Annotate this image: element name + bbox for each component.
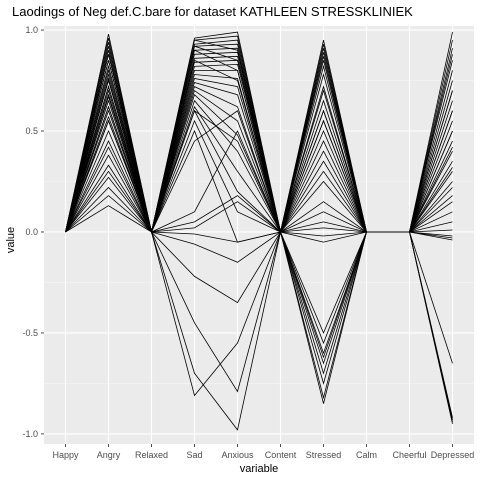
- x-tick-label: Sad: [186, 450, 202, 460]
- y-tick-label: -0.5: [22, 328, 38, 338]
- chart-title: Laodings of Neg def.C.bare for dataset K…: [12, 4, 413, 19]
- plot-panel: [44, 26, 474, 444]
- y-tick-label: -1.0: [22, 429, 38, 439]
- x-tick-label: Content: [265, 450, 297, 460]
- x-axis-label: variable: [240, 463, 279, 475]
- y-axis-label: value: [5, 227, 17, 253]
- y-tick-label: 1.0: [25, 25, 38, 35]
- x-axis: Happy Angry Relaxed Sad Anxious Content Stress…: [52, 444, 474, 460]
- x-tick-label: Anxious: [221, 450, 254, 460]
- x-tick-label: Angry: [97, 450, 121, 460]
- x-tick-label: Happy: [52, 450, 79, 460]
- x-tick-label: Depressed: [431, 450, 475, 460]
- series-lines: [65, 31, 453, 431]
- y-axis: 1.0 0.5 0.0 -0.5 -1.0: [22, 25, 44, 439]
- y-tick-label: 0.5: [25, 126, 38, 136]
- x-tick-label: Relaxed: [135, 450, 168, 460]
- x-tick-label: Cheerful: [392, 450, 426, 460]
- series-line: [65, 77, 453, 234]
- y-tick-label: 0.0: [25, 227, 38, 237]
- x-tick-label: Stressed: [306, 450, 342, 460]
- x-tick-label: Calm: [356, 450, 377, 460]
- grid-lines: [44, 26, 474, 444]
